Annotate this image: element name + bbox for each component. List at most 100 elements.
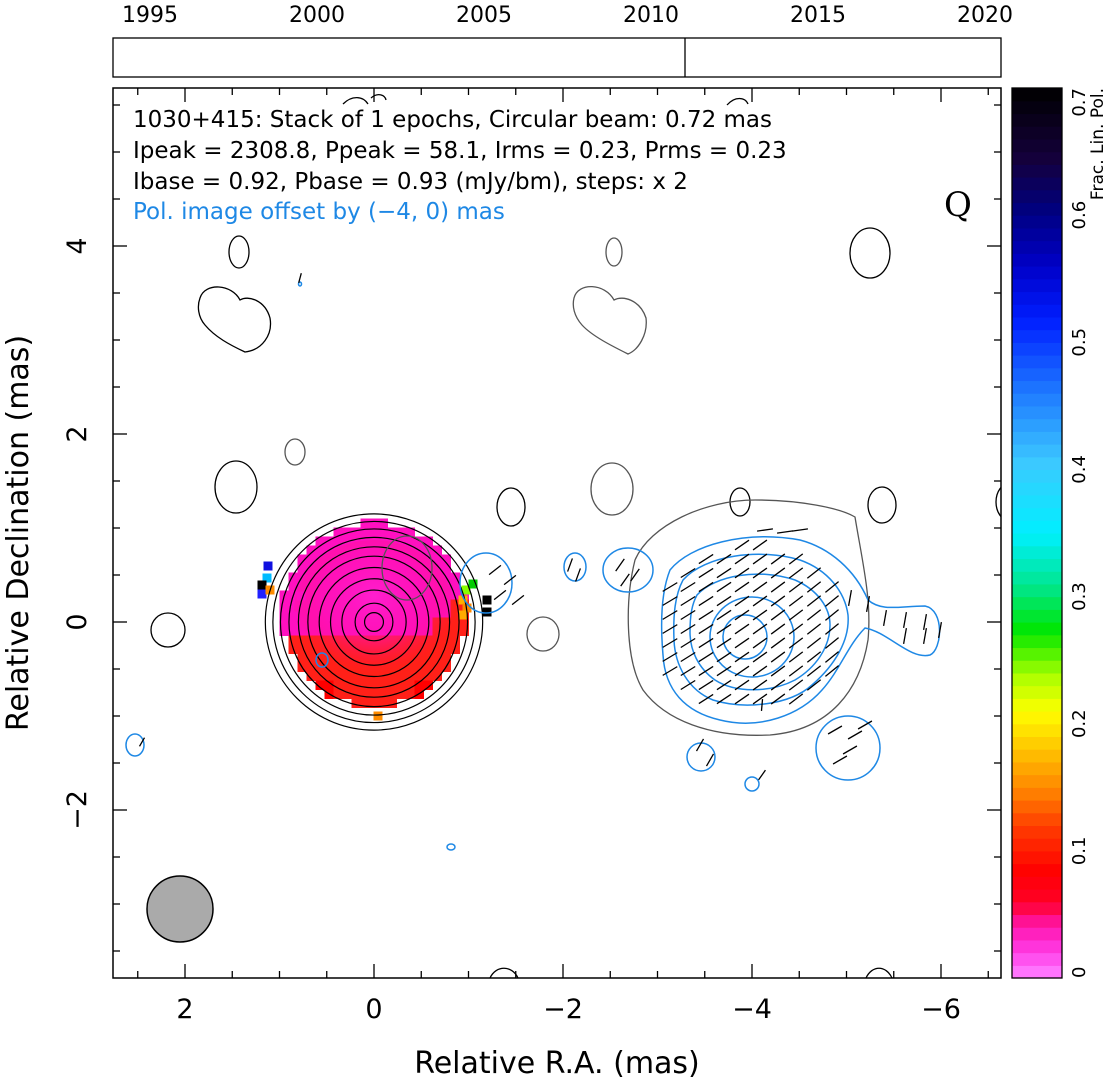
evpa-tick [756, 528, 774, 532]
colorbar: 0 0.1 0.2 0.3 0.4 0.5 0.6 0.7 Frac. Lin. Pol. [1011, 87, 1108, 979]
colorbar-cell [1012, 215, 1062, 229]
colorbar-cell [1012, 240, 1062, 254]
fpol-pixel [315, 545, 325, 555]
colorbar-frame [1011, 87, 1063, 979]
colorbar-tick-labels: 0 0.1 0.2 0.3 0.4 0.5 0.6 0.7 [1069, 88, 1090, 978]
evpa-tick [734, 651, 750, 663]
fpol-pixel [288, 599, 298, 609]
evpa-tick [752, 665, 768, 677]
evpa-tick [734, 581, 750, 593]
evpa-tick [788, 609, 804, 621]
fpol-pixel [288, 581, 298, 591]
evpa-tick [698, 679, 714, 691]
noise-contour [496, 487, 526, 527]
evpa-tick [770, 623, 786, 635]
fpol-pixel [297, 554, 307, 564]
intensity-contour [297, 546, 451, 698]
timeline-year-labels: 1995 2000 2005 2010 2015 2020 [122, 3, 1013, 28]
evpa-tick [662, 582, 678, 592]
evpa-tick [788, 637, 804, 649]
noise-contour [867, 486, 897, 524]
fpol-pixel [306, 671, 316, 681]
evpa-tick [770, 637, 786, 649]
fpol-pixel [369, 680, 379, 690]
evpa-tick [788, 581, 804, 593]
fpol-pixel [263, 561, 273, 571]
evpa-tick [488, 564, 502, 576]
fpol-pixel [262, 573, 272, 583]
evpa-tick [695, 738, 705, 752]
pol-noise-contour [446, 843, 456, 851]
evpa-tick [806, 637, 822, 649]
evpa-tick [698, 651, 714, 663]
evpa-tick [824, 581, 840, 593]
evpa-tick [716, 665, 732, 677]
colorbar-cell [1012, 533, 1062, 547]
evpa-tick [788, 567, 804, 579]
colorbar-cell [1012, 927, 1062, 941]
fpol-pixel [288, 572, 298, 582]
colorbar-cell [1012, 812, 1062, 827]
colorbar-cell [1012, 596, 1062, 610]
colorbar-tick-label: 0.2 [1069, 709, 1090, 738]
fpol-pixel [360, 698, 370, 708]
evpa-tick [752, 693, 768, 705]
evpa-tick [788, 623, 804, 635]
noise-contour [197, 286, 272, 353]
evpa-tick [788, 665, 804, 677]
intensity-contour [341, 589, 407, 655]
fpol-pixel [333, 689, 343, 699]
colorbar-tick-label: 0 [1069, 967, 1090, 978]
fpol-pixel [450, 581, 460, 591]
fpol-pixel [405, 680, 415, 690]
colorbar-cell [1012, 355, 1062, 369]
evpa-tick [902, 612, 908, 628]
timeline-year-label: 2015 [790, 3, 846, 28]
evpa-tick [770, 553, 786, 565]
fpol-pixel [441, 554, 451, 564]
evpa-tick [788, 693, 804, 705]
colorbar-cell [1012, 787, 1062, 801]
x-tick-label: −4 [732, 994, 772, 1025]
evpa-tick [788, 595, 804, 607]
colorbar-cell [1012, 100, 1062, 115]
evpa-tick [806, 665, 822, 677]
evpa-tick [776, 530, 794, 534]
evpa-tick [824, 609, 840, 621]
fpol-pixel [297, 644, 307, 654]
fpol-pixel [468, 579, 478, 589]
offset-core-contour [627, 499, 870, 736]
evpa-tick [824, 623, 840, 635]
evpa-tick [698, 693, 714, 705]
fpol-pixel [279, 599, 289, 609]
pol-contour [709, 596, 795, 678]
colorbar-cell [1012, 761, 1062, 776]
fpol-pixel [315, 671, 325, 681]
fpol-pixel [441, 635, 451, 645]
evpa-tick [705, 753, 715, 767]
colorbar-cell [1012, 800, 1062, 814]
colorbar-cell [1012, 914, 1062, 928]
evpa-tick [716, 679, 732, 691]
fpol-pixel [441, 644, 451, 654]
colorbar-cell [1012, 825, 1062, 839]
noise-contour [370, 94, 387, 101]
colorbar-cell [1012, 863, 1062, 877]
fpol-pixel [351, 536, 361, 546]
fpol-pixel [297, 653, 307, 663]
fpol-pixel [369, 698, 379, 708]
fpol-pixel [257, 589, 267, 599]
colorbar-cell [1012, 405, 1062, 420]
colorbar-cell [1012, 266, 1062, 280]
evpa-tick [511, 594, 525, 606]
plot-area: 2 0 −2 −4 −6 −2 0 2 4 1030+415: Stack of 1 epoc… [1, 87, 1002, 1081]
timeline-year-label: 2005 [456, 3, 512, 28]
fpol-pixel [360, 680, 370, 690]
fpol-pixel [396, 689, 406, 699]
header-line-3: Ibase = 0.92, Pbase = 0.93 (mJy/bm), ste… [133, 169, 688, 195]
x-axis-title: Relative R.A. (mas) [414, 1046, 700, 1081]
colorbar-cell [1012, 660, 1062, 674]
evpa-tick [770, 693, 786, 705]
colorbar-cell [1012, 876, 1062, 890]
pol-contour [673, 553, 849, 706]
